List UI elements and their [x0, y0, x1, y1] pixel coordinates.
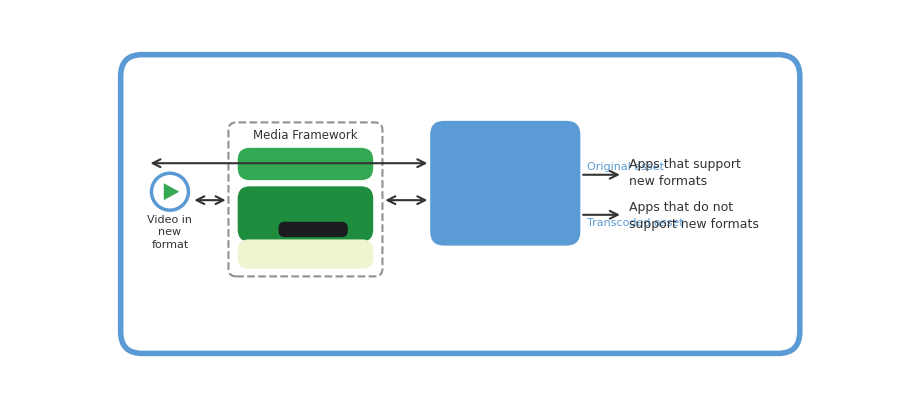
Text: Transcoding API: Transcoding API [250, 158, 362, 170]
FancyBboxPatch shape [120, 55, 800, 354]
Text: Hardware: Hardware [275, 248, 336, 261]
FancyBboxPatch shape [238, 240, 374, 269]
FancyBboxPatch shape [238, 186, 374, 242]
Polygon shape [163, 183, 180, 200]
Text: Transcoding Service: Transcoding Service [235, 195, 376, 208]
Text: Transcoded asset: Transcoded asset [586, 218, 683, 228]
Text: Media Framework: Media Framework [253, 128, 357, 141]
Text: Original asset: Original asset [586, 162, 664, 172]
Text: Apps that support
new formats: Apps that support new formats [629, 158, 741, 188]
Text: Apps that do not
support new formats: Apps that do not support new formats [629, 201, 759, 231]
FancyBboxPatch shape [430, 121, 580, 246]
FancyBboxPatch shape [278, 222, 348, 237]
Text: Compatible Media
Transcoding
(MediaProvider / FUSE): Compatible Media Transcoding (MediaProvi… [418, 158, 593, 209]
FancyBboxPatch shape [238, 148, 374, 180]
Text: OEM Plugin: OEM Plugin [282, 225, 345, 234]
Text: Video in
new
format: Video in new format [147, 215, 192, 250]
